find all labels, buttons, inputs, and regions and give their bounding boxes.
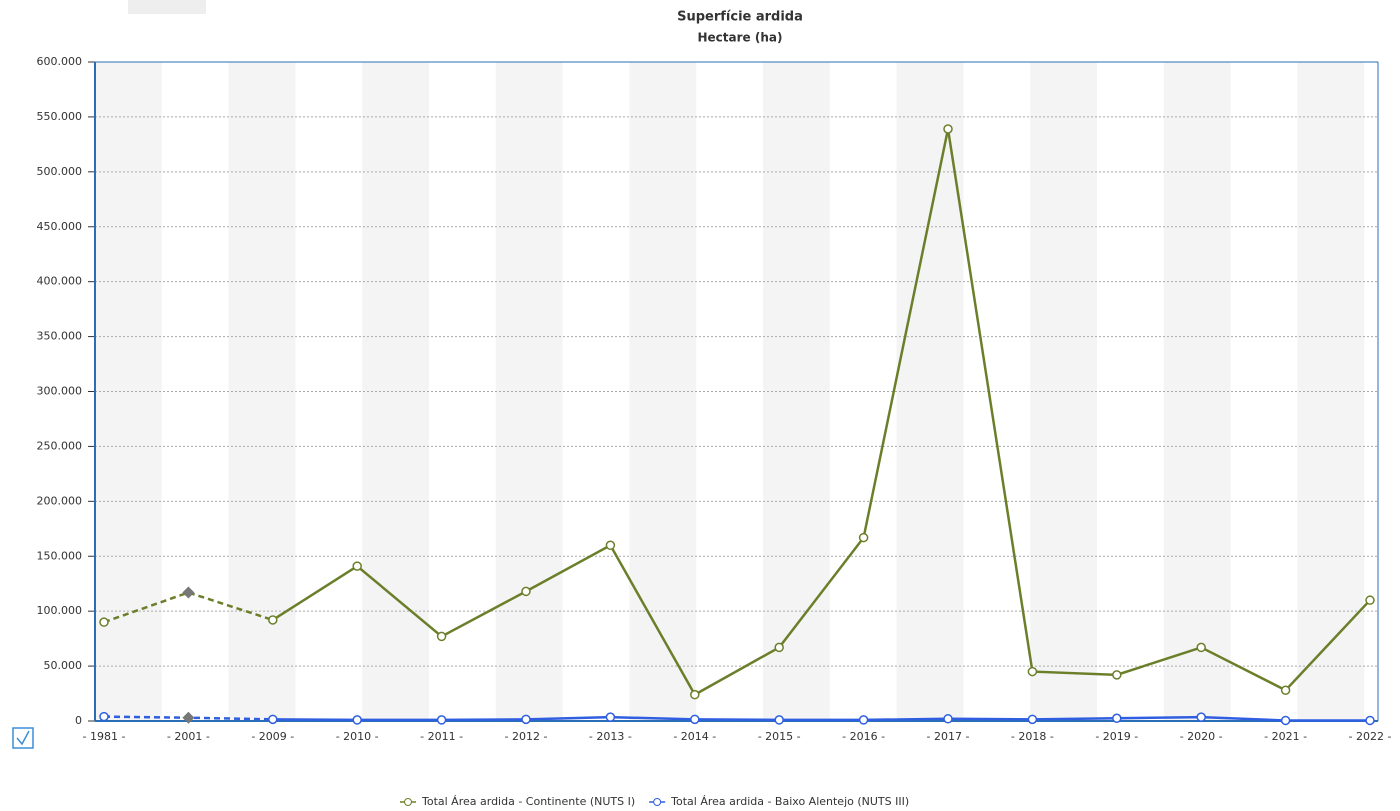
y-tick-label: 550.000 xyxy=(37,110,83,123)
point xyxy=(521,714,531,725)
point xyxy=(858,715,869,725)
x-tick-label: - 2017 - xyxy=(927,730,970,743)
point xyxy=(1112,670,1122,680)
legend-marker xyxy=(404,798,412,806)
point xyxy=(352,561,362,571)
y-tick-label: 350.000 xyxy=(37,330,83,343)
x-tick-label: - 2022 - xyxy=(1349,730,1392,743)
line xyxy=(272,128,1371,697)
x-tick-label: - 2016 - xyxy=(842,730,885,743)
line xyxy=(272,715,1370,722)
point xyxy=(268,714,278,725)
y-tick-label: 500.000 xyxy=(37,165,83,178)
y-tick-label: 200.000 xyxy=(37,494,83,507)
x-tick-label: - 2020 - xyxy=(1180,730,1223,743)
point xyxy=(99,617,109,627)
x-tick-label: - 2011 - xyxy=(420,730,463,743)
x-tick-label: - 2001 - xyxy=(167,730,210,743)
chart-title: Superfície ardida xyxy=(677,10,803,25)
point xyxy=(1196,712,1206,722)
legend-entry: Total Área ardida - Continente (NUTS I) xyxy=(421,795,635,808)
point xyxy=(521,586,531,597)
point-diamond xyxy=(182,711,195,724)
point xyxy=(774,642,784,653)
point xyxy=(1280,715,1291,726)
point xyxy=(774,715,784,725)
checkbox[interactable] xyxy=(12,727,34,749)
x-tick-label: - 2013 - xyxy=(589,730,632,743)
y-tick-label: 400.000 xyxy=(37,275,83,288)
point xyxy=(268,615,278,625)
x-tick-label: - 2009 - xyxy=(251,730,294,743)
y-tick-label: 250.000 xyxy=(37,439,83,452)
x-tick-label: - 2014 - xyxy=(673,730,716,743)
point xyxy=(690,689,700,700)
point xyxy=(1365,595,1375,605)
y-tick-label: 100.000 xyxy=(37,604,83,617)
x-tick-label: - 2018 - xyxy=(1011,730,1054,743)
point xyxy=(1027,714,1038,725)
point-diamond xyxy=(182,586,195,599)
y-tick-label: 450.000 xyxy=(37,220,83,233)
x-tick-label: - 2015 - xyxy=(758,730,801,743)
tab xyxy=(128,0,206,14)
point xyxy=(690,714,700,725)
point xyxy=(858,532,869,543)
point xyxy=(352,715,362,725)
point xyxy=(943,714,953,724)
point xyxy=(99,711,109,722)
point xyxy=(1112,713,1122,724)
legend-entry: Total Área ardida - Baixo Alentejo (NUTS… xyxy=(670,795,909,808)
checkmark xyxy=(16,730,30,746)
point xyxy=(943,124,953,134)
x-tick-label: - 1981 - xyxy=(83,730,126,743)
point xyxy=(436,715,447,725)
x-tick-label: - 2012 - xyxy=(505,730,548,743)
point xyxy=(1365,715,1375,726)
point xyxy=(1280,685,1291,695)
y-tick-label: 300.000 xyxy=(37,385,83,398)
x-tick-label: - 2021 - xyxy=(1264,730,1307,743)
stripes xyxy=(95,62,1365,721)
point xyxy=(605,540,616,551)
point xyxy=(436,631,447,642)
y-tick-label: 50.000 xyxy=(44,659,83,672)
point xyxy=(1196,642,1206,653)
point xyxy=(605,712,616,722)
x-tick-label: - 2019 - xyxy=(1095,730,1138,743)
x-tick-label: - 2010 - xyxy=(336,730,379,743)
point xyxy=(1027,666,1038,677)
chart-subtitle: Hectare (ha) xyxy=(698,31,783,45)
legend-marker xyxy=(653,798,662,806)
y-tick-label: 0 xyxy=(75,714,82,727)
y-tick-label: 600.000 xyxy=(37,55,83,68)
stripe xyxy=(228,62,296,721)
y-tick-label: 150.000 xyxy=(37,549,83,562)
